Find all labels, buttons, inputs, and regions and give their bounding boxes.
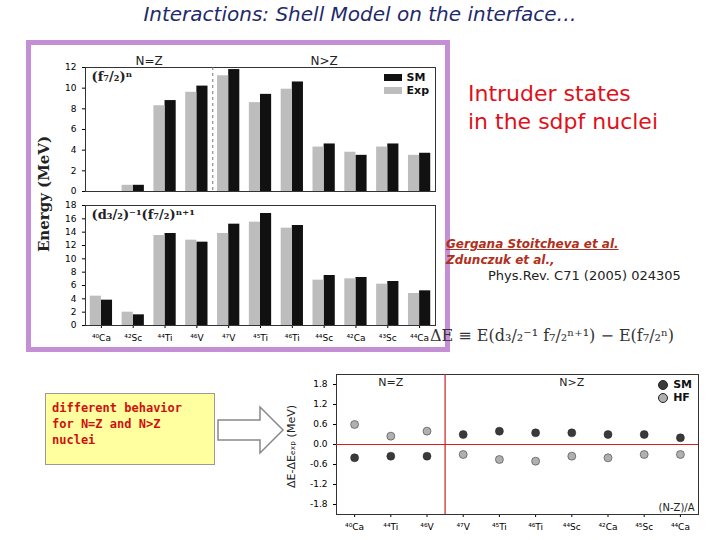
svg-text:2: 2 — [71, 307, 77, 317]
svg-text:⁴⁶V: ⁴⁶V — [190, 333, 204, 343]
svg-text:⁴⁷V: ⁴⁷V — [457, 522, 471, 532]
svg-text:8: 8 — [71, 104, 77, 114]
svg-text:⁴²Sc: ⁴²Sc — [124, 333, 142, 343]
svg-text:16: 16 — [65, 214, 77, 224]
html-text:Exp: Exp — [406, 84, 429, 97]
svg-text:⁴⁵Ti: ⁴⁵Ti — [492, 522, 507, 532]
svg-text:2: 2 — [71, 166, 77, 176]
svg-text:⁴²Ca: ⁴²Ca — [346, 333, 365, 343]
svg-text:⁴⁴Ti: ⁴⁴Ti — [158, 333, 173, 343]
svg-text:N>Z: N>Z — [311, 54, 338, 68]
svg-text:⁴⁴Ca: ⁴⁴Ca — [671, 522, 690, 532]
svg-text:(f₇/₂)ⁿ: (f₇/₂)ⁿ — [92, 69, 133, 84]
svg-text:4: 4 — [71, 145, 77, 155]
svg-text:⁴⁶V: ⁴⁶V — [420, 522, 434, 532]
svg-text:⁴⁴Sc: ⁴⁴Sc — [315, 333, 333, 343]
svg-text:-0.6: -0.6 — [310, 459, 328, 469]
svg-text:6: 6 — [71, 124, 77, 134]
html-text:in the sdpf nuclei: in the sdpf nuclei — [468, 109, 658, 134]
svg-text:1.8: 1.8 — [313, 379, 328, 389]
svg-text:⁴²Ca: ⁴²Ca — [598, 522, 617, 532]
svg-text:4: 4 — [71, 294, 77, 304]
html-text:HF: HF — [673, 391, 690, 404]
svg-text:⁴⁴Sc: ⁴⁴Sc — [563, 522, 581, 532]
svg-text:-1.2: -1.2 — [310, 479, 328, 489]
svg-text:10: 10 — [65, 254, 77, 264]
svg-text:0.6: 0.6 — [313, 419, 328, 429]
svg-text:⁴⁶Ti: ⁴⁶Ti — [528, 522, 543, 532]
svg-text:⁴⁴Ca: ⁴⁴Ca — [410, 333, 429, 343]
svg-text:N=Z: N=Z — [378, 376, 403, 389]
html-text:SM: SM — [406, 71, 426, 84]
svg-text:⁴⁵Ti: ⁴⁵Ti — [253, 333, 268, 343]
svg-text:0: 0 — [71, 186, 77, 196]
html-text:for N=Z and N>Z: for N=Z and N>Z — [52, 417, 161, 431]
svg-text:12: 12 — [65, 240, 76, 250]
html-text:Zdunczuk et al.,: Zdunczuk et al., — [446, 253, 555, 267]
html-text:Phys.Rev. C71 (2005) 024305: Phys.Rev. C71 (2005) 024305 — [488, 268, 681, 283]
html-text:Interactions: Shell Model on t: Interactions: Shell Model on the interfa… — [143, 2, 577, 26]
html-text:Gergana Stoitcheva et al.: Gergana Stoitcheva et al. — [446, 237, 619, 251]
svg-text:(N-Z)/A: (N-Z)/A — [659, 502, 695, 513]
svg-text:⁴³Sc: ⁴³Sc — [379, 333, 397, 343]
svg-text:⁴⁵Sc: ⁴⁵Sc — [635, 522, 653, 532]
svg-text:12: 12 — [65, 62, 76, 72]
svg-text:1.2: 1.2 — [313, 399, 327, 409]
svg-text:(d₃/₂)⁻¹(f₇/₂)ⁿ⁺¹: (d₃/₂)⁻¹(f₇/₂)ⁿ⁺¹ — [92, 207, 195, 222]
svg-text:10: 10 — [65, 83, 77, 93]
svg-text:18: 18 — [65, 200, 77, 210]
svg-text:⁴⁶Ti: ⁴⁶Ti — [285, 333, 300, 343]
svg-text:N=Z: N=Z — [136, 54, 163, 68]
html-text:SM: SM — [673, 378, 692, 391]
html-text:ΔE-ΔEₑₓₚ (MeV): ΔE-ΔEₑₓₚ (MeV) — [284, 405, 298, 488]
html-text:nuclei: nuclei — [52, 433, 96, 447]
svg-text:⁴⁰Ca: ⁴⁰Ca — [345, 522, 364, 532]
svg-text:6: 6 — [71, 280, 77, 290]
svg-text:⁴⁰Ca: ⁴⁰Ca — [92, 333, 111, 343]
svg-text:⁴⁷V: ⁴⁷V — [222, 333, 236, 343]
html-text:different behavior: different behavior — [52, 401, 182, 415]
html-text:Intruder states: Intruder states — [468, 81, 631, 106]
html-text:ΔE ≡ E(d₃/₂⁻¹ f₇/₂ⁿ⁺¹) − E(f₇/: ΔE ≡ E(d₃/₂⁻¹ f₇/₂ⁿ⁺¹) − E(f₇/₂ⁿ) — [430, 326, 675, 345]
svg-text:14: 14 — [65, 227, 77, 237]
svg-text:⁴⁴Ti: ⁴⁴Ti — [383, 522, 398, 532]
svg-text:0.0: 0.0 — [313, 439, 328, 449]
html-text:Energy (MeV): Energy (MeV) — [35, 135, 53, 253]
svg-text:8: 8 — [71, 267, 77, 277]
svg-text:-1.8: -1.8 — [310, 499, 328, 509]
svg-text:0: 0 — [71, 320, 77, 330]
svg-text:N>Z: N>Z — [559, 376, 584, 389]
